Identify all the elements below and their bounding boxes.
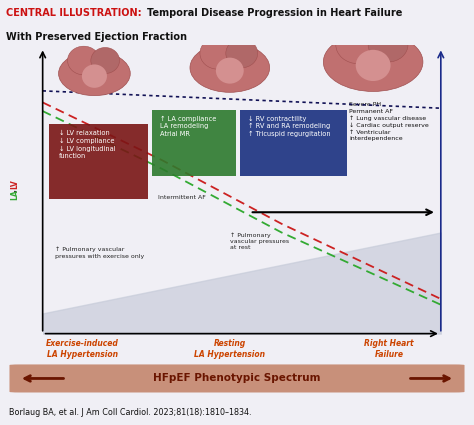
Ellipse shape [323,32,423,91]
FancyBboxPatch shape [240,110,347,176]
Ellipse shape [356,50,391,81]
FancyBboxPatch shape [152,110,236,176]
FancyBboxPatch shape [9,365,465,393]
Ellipse shape [368,27,408,62]
FancyBboxPatch shape [49,124,148,199]
Text: Right Heart
Failure: Right Heart Failure [364,339,414,359]
Text: Exercise-induced
LA Hypertension: Exercise-induced LA Hypertension [46,339,119,359]
Text: ↓ RV contractility
↑ RV and RA remodeling
↑ Tricuspid regurgitation: ↓ RV contractility ↑ RV and RA remodelin… [248,116,330,137]
Ellipse shape [200,37,236,69]
Text: Resting
LA Hypertension: Resting LA Hypertension [194,339,265,359]
Text: CENTRAL ILLUSTRATION:: CENTRAL ILLUSTRATION: [6,8,141,18]
Text: ↓ LV relaxation
↓ LV compliance
↓ LV longitudinal
function: ↓ LV relaxation ↓ LV compliance ↓ LV lon… [59,130,115,159]
Text: ↑ Pulmonary vascular
pressures with exercise only: ↑ Pulmonary vascular pressures with exer… [55,247,144,258]
Text: Borlaug BA, et al. J Am Coll Cardiol. 2023;81(18):1810–1834.: Borlaug BA, et al. J Am Coll Cardiol. 20… [9,408,252,417]
Text: HFpEF Phenotypic Spectrum: HFpEF Phenotypic Spectrum [153,374,321,383]
Text: ↑ Pulmonary
vascular pressures
at rest: ↑ Pulmonary vascular pressures at rest [230,232,289,250]
Ellipse shape [226,39,258,68]
Text: Severe PH
Permanent AF
↑ Lung vascular disease
↓ Cardiac output reserve
↑ Ventri: Severe PH Permanent AF ↑ Lung vascular d… [349,102,429,142]
Ellipse shape [82,65,107,88]
Text: ,: , [10,187,19,192]
Text: LV: LV [10,179,19,189]
Ellipse shape [190,43,270,92]
Text: With Preserved Ejection Fraction: With Preserved Ejection Fraction [6,32,187,42]
Ellipse shape [59,51,130,96]
Text: Intermittent AF: Intermittent AF [158,195,206,200]
Text: ↑ LA compliance
LA remodeling
Atrial MR: ↑ LA compliance LA remodeling Atrial MR [160,116,217,137]
Text: Temporal Disease Progression in Heart Failure: Temporal Disease Progression in Heart Fa… [147,8,402,18]
Ellipse shape [336,26,381,64]
Ellipse shape [91,48,119,74]
Text: LA: LA [10,189,19,200]
Ellipse shape [67,46,100,75]
Ellipse shape [216,58,244,84]
